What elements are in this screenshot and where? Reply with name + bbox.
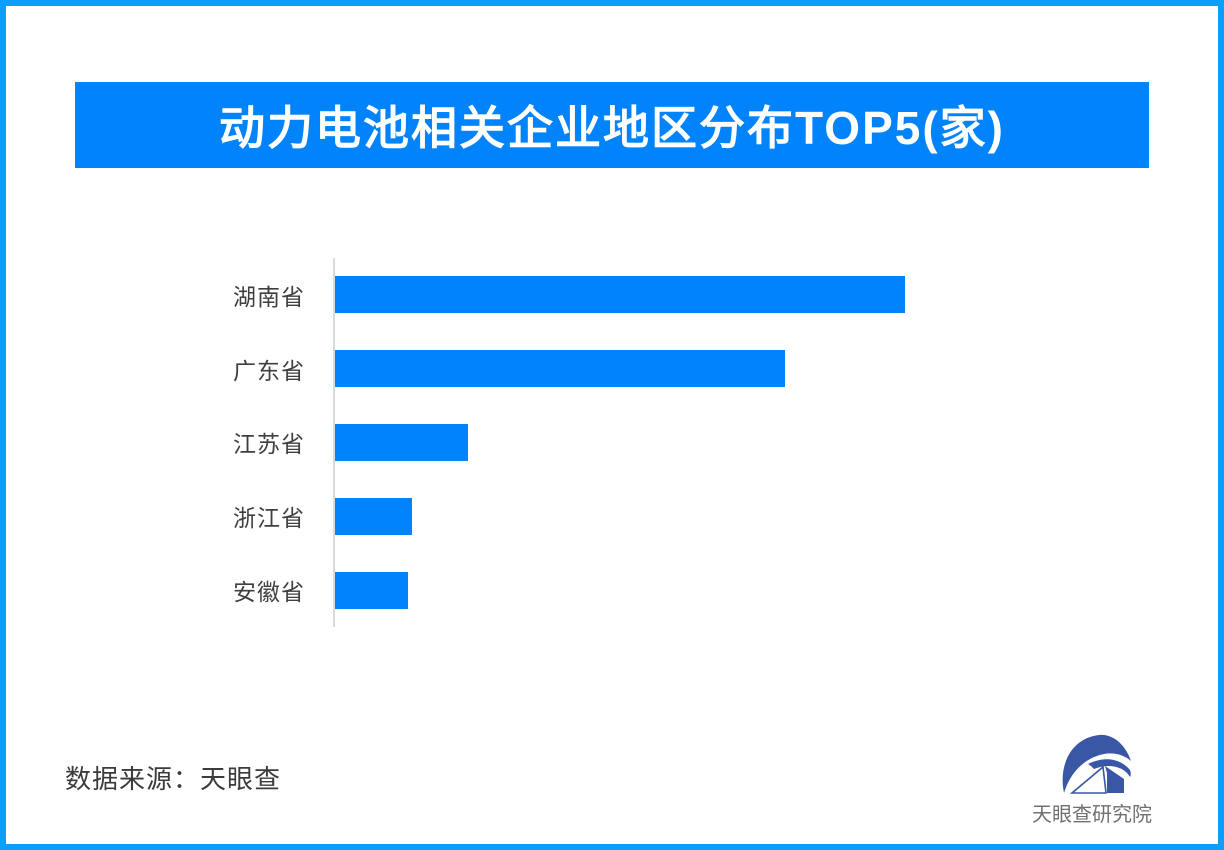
data-source-label: 数据来源：天眼查 xyxy=(65,764,282,794)
category-label: 湖南省 xyxy=(233,283,305,310)
tianyancha-logo-icon xyxy=(1062,734,1131,794)
bar xyxy=(335,350,785,388)
bar-track xyxy=(335,350,1218,388)
brand-logo: 天眼查研究院 xyxy=(1016,730,1168,830)
category-label: 广东省 xyxy=(233,357,305,384)
bar-row: 浙江省 xyxy=(6,479,1218,553)
bar xyxy=(335,276,905,314)
bar-row: 安徽省 xyxy=(6,553,1218,627)
category-label: 江苏省 xyxy=(233,431,305,458)
bar-track xyxy=(335,497,1218,535)
title-banner: 动力电池相关企业地区分布TOP5(家) xyxy=(75,82,1149,168)
category-label: 浙江省 xyxy=(233,505,305,532)
bar-track xyxy=(335,276,1218,314)
bar-track xyxy=(335,423,1218,461)
bar-track xyxy=(335,571,1218,609)
bar-row: 江苏省 xyxy=(6,406,1218,480)
bar xyxy=(335,571,408,609)
category-label: 安徽省 xyxy=(233,579,305,606)
brand-logo-text: 天眼查研究院 xyxy=(1032,804,1152,826)
bar-row: 湖南省 xyxy=(6,258,1218,332)
chart-title: 动力电池相关企业地区分布TOP5(家) xyxy=(219,102,1005,154)
bar-chart: 湖南省广东省江苏省浙江省安徽省 xyxy=(6,258,1218,627)
bar-rows: 湖南省广东省江苏省浙江省安徽省 xyxy=(6,258,1218,627)
y-axis-line xyxy=(333,258,335,627)
bar xyxy=(335,423,468,461)
bar-row: 广东省 xyxy=(6,332,1218,406)
bar xyxy=(335,497,412,535)
